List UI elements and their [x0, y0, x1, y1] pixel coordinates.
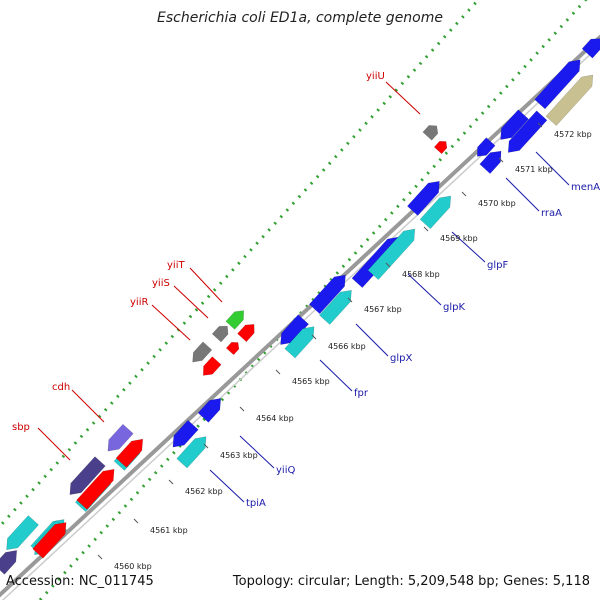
- gene-arrow-cyan-1[interactable]: [6, 515, 39, 551]
- gene-arrow-red-2[interactable]: [76, 468, 115, 510]
- gene-label-sbp[interactable]: sbp: [12, 422, 30, 433]
- gene-leader-line-tpiA: [209, 469, 245, 503]
- gene-arrow-blue-1[interactable]: [172, 419, 199, 448]
- gene-arrow-blue-12[interactable]: [581, 38, 600, 59]
- gene-arrow-blue-9[interactable]: [479, 150, 502, 174]
- gene-arrow-red-1[interactable]: [32, 522, 67, 559]
- kbp-label: 4563 kbp: [220, 451, 258, 460]
- gene-arrow-blue-2[interactable]: [197, 398, 222, 423]
- gene-arrow-cyan-9[interactable]: [367, 228, 416, 281]
- gene-arrow-khaki-1[interactable]: [545, 74, 594, 127]
- gene-arrow-slate-2[interactable]: [0, 550, 18, 575]
- gene-label-glpK[interactable]: glpK: [443, 302, 465, 313]
- gene-arrow-red-3[interactable]: [115, 438, 144, 468]
- kbp-label: 4565 kbp: [292, 377, 330, 386]
- kbp-label: 4568 kbp: [402, 270, 440, 279]
- kbp-label: 4564 kbp: [256, 414, 294, 423]
- kbp-label: 4570 kbp: [478, 199, 516, 208]
- gene-arrow-blue-8[interactable]: [500, 109, 529, 140]
- gene-label-tpiA[interactable]: tpiA: [246, 498, 266, 509]
- gene-leader-line-yiiS: [173, 285, 209, 319]
- gene-arrow-slate-1[interactable]: [69, 456, 106, 495]
- gene-label-yiiQ[interactable]: yiiQ: [276, 465, 295, 476]
- kbp-label: 4561 kbp: [150, 526, 188, 535]
- gene-arrow-cyan-6[interactable]: [176, 436, 207, 469]
- gene-label-yiiU[interactable]: yiiU: [366, 71, 385, 82]
- gene-leader-line-cdh: [71, 389, 105, 423]
- gene-label-glpF[interactable]: glpF: [487, 260, 508, 271]
- gene-arrow-red-6[interactable]: [237, 324, 255, 343]
- gene-arrow-cyan-10[interactable]: [419, 195, 452, 230]
- gene-arrow-red-7[interactable]: [433, 141, 448, 155]
- gene-arrow-green-1[interactable]: [225, 310, 244, 330]
- kbp-label: 4571 kbp: [515, 165, 553, 174]
- gene-arrow-grey-1[interactable]: [192, 341, 213, 363]
- genome-backbone-line: [0, 34, 600, 598]
- gene-leader-line-fpr: [319, 359, 353, 392]
- gene-leader-line-glpF: [451, 231, 486, 263]
- gene-label-fpr[interactable]: fpr: [354, 388, 369, 399]
- gene-arrow-red-5[interactable]: [225, 342, 240, 356]
- gene-arrow-grey-3[interactable]: [422, 125, 439, 141]
- kbp-tick: [311, 334, 317, 340]
- gc-content-track-outer: [0, 0, 481, 529]
- kbp-tick: [203, 443, 209, 449]
- kbp-tick: [385, 262, 391, 268]
- gene-label-glpX[interactable]: glpX: [390, 353, 412, 364]
- kbp-tick: [537, 122, 543, 128]
- gene-leader-line-glpK: [407, 273, 442, 306]
- gene-leader-line-yiiQ: [239, 435, 275, 469]
- kbp-label: 4567 kbp: [364, 305, 402, 314]
- kbp-label: 4566 kbp: [328, 342, 366, 351]
- kbp-tick: [461, 191, 467, 197]
- gene-leader-line-menA: [535, 151, 570, 186]
- kbp-tick: [133, 518, 139, 524]
- gene-label-yiiR[interactable]: yiiR: [130, 297, 148, 308]
- gene-arrow-blue-6[interactable]: [407, 180, 440, 216]
- gene-leader-line-glpX: [355, 323, 389, 357]
- gene-leader-line-sbp: [37, 427, 71, 461]
- kbp-tick: [275, 369, 281, 375]
- gene-leader-line-yiiU: [385, 81, 421, 115]
- gene-arrow-blue-4[interactable]: [308, 274, 346, 315]
- kbp-label: 4569 kbp: [440, 234, 478, 243]
- gene-arrow-violet-1[interactable]: [107, 423, 134, 452]
- gene-leader-line-yiiT: [189, 267, 223, 303]
- gene-arrow-cyan-8[interactable]: [319, 289, 352, 325]
- kbp-label: 4560 kbp: [114, 562, 152, 571]
- map-title: Escherichia coli ED1a, complete genome: [157, 10, 443, 26]
- gene-arrow-blue-11[interactable]: [534, 59, 581, 110]
- kbp-label: 4572 kbp: [554, 130, 592, 139]
- gene-arrow-red-4[interactable]: [203, 356, 222, 376]
- kbp-tick: [498, 157, 504, 163]
- gene-arrow-blue-3[interactable]: [280, 314, 309, 345]
- gene-arrow-cyan-7[interactable]: [284, 326, 315, 359]
- kbp-tick: [423, 226, 429, 232]
- kbp-tick: [239, 406, 245, 412]
- kbp-label: 4562 kbp: [185, 487, 223, 496]
- gene-label-menA[interactable]: menA: [571, 182, 600, 193]
- kbp-tick: [97, 554, 103, 560]
- gene-arrow-grey-2[interactable]: [211, 325, 229, 343]
- topology-summary: Topology: circular; Length: 5,209,548 bp…: [232, 574, 590, 589]
- gene-label-yiiS[interactable]: yiiS: [152, 278, 170, 289]
- gene-label-yiiT[interactable]: yiiT: [167, 260, 185, 271]
- gene-arrow-blue-7[interactable]: [477, 137, 496, 157]
- gene-label-cdh[interactable]: cdh: [52, 382, 70, 393]
- accession-text: Accession: NC_011745: [6, 574, 154, 589]
- gene-label-rraA[interactable]: rraA: [541, 208, 562, 219]
- gene-arrow-blue-10[interactable]: [507, 110, 548, 153]
- gene-leader-line-rraA: [505, 177, 540, 212]
- gene-leader-line-yiiR: [151, 304, 191, 341]
- kbp-tick: [168, 479, 174, 485]
- kbp-tick: [347, 297, 353, 303]
